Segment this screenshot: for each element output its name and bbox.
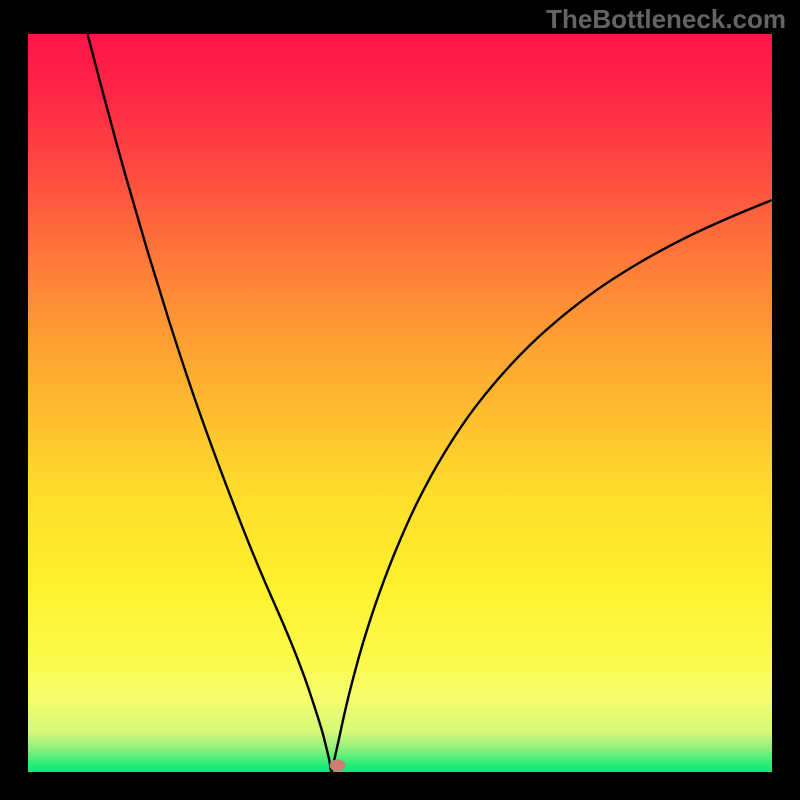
optimum-marker bbox=[330, 759, 346, 771]
curve-svg bbox=[28, 34, 772, 772]
watermark-text: TheBottleneck.com bbox=[546, 4, 786, 35]
bottleneck-curve bbox=[88, 34, 772, 772]
plot-area bbox=[28, 34, 772, 772]
